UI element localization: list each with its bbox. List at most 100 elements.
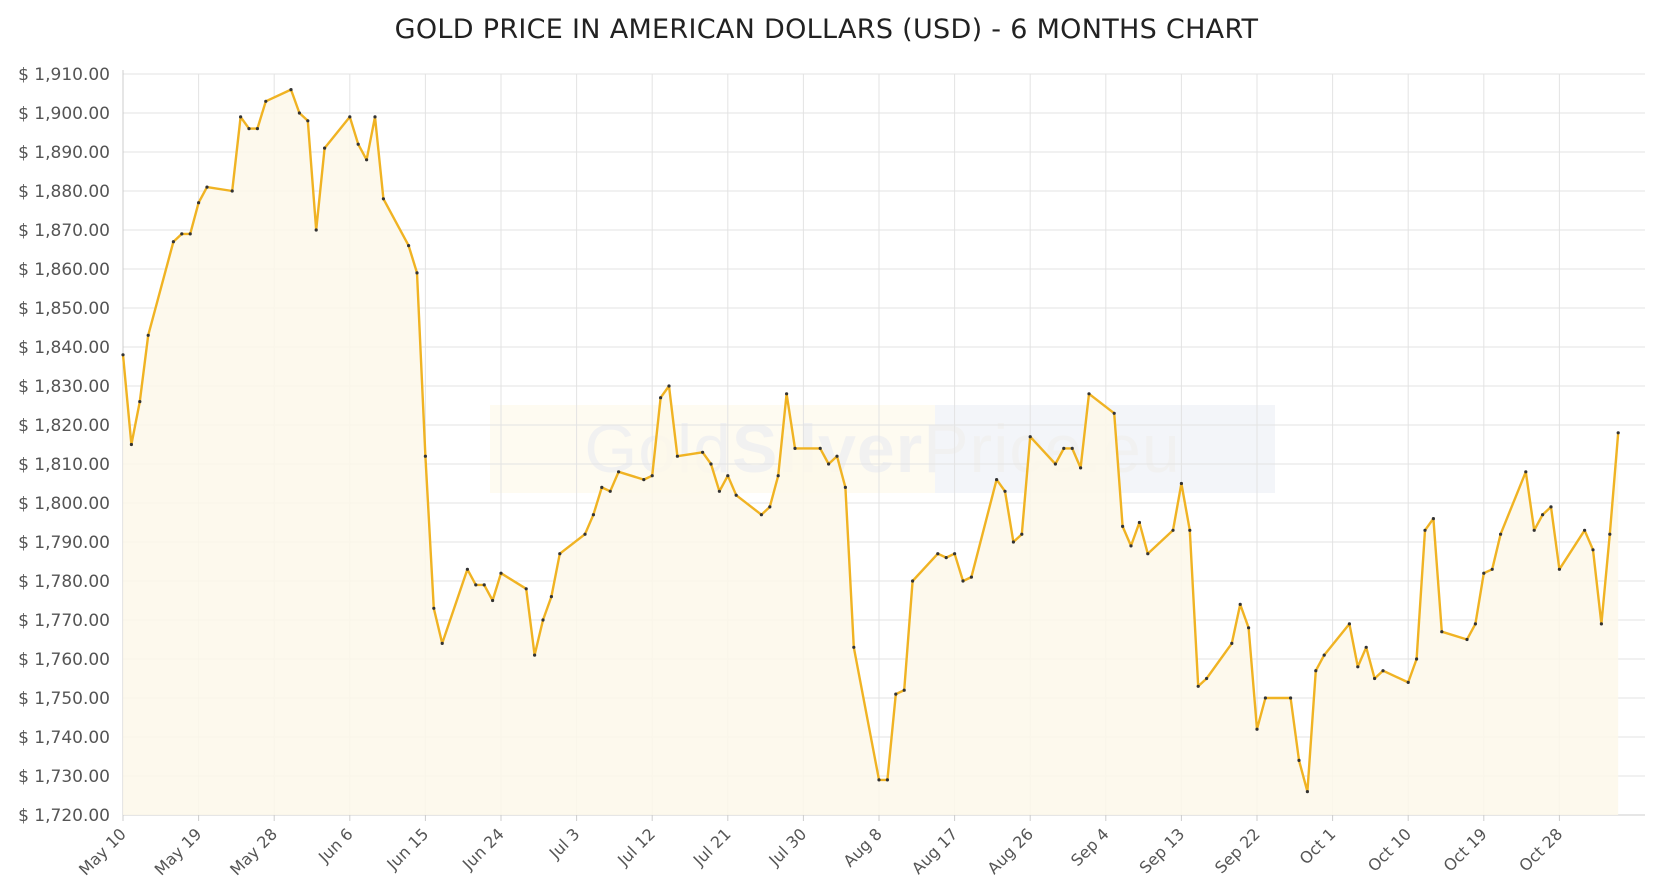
data-point bbox=[701, 450, 705, 454]
data-point bbox=[197, 201, 201, 205]
data-point bbox=[1347, 622, 1351, 626]
data-point bbox=[936, 552, 940, 556]
data-point bbox=[659, 396, 663, 400]
data-point bbox=[1599, 622, 1603, 626]
data-point bbox=[902, 688, 906, 692]
data-point bbox=[1087, 392, 1091, 396]
data-point bbox=[356, 142, 360, 146]
data-point bbox=[1289, 696, 1293, 700]
data-point bbox=[129, 442, 133, 447]
data-point bbox=[1011, 540, 1016, 544]
data-point bbox=[1524, 470, 1528, 474]
data-point bbox=[1196, 684, 1200, 688]
data-point bbox=[995, 478, 999, 482]
data-point bbox=[180, 232, 184, 236]
data-point bbox=[717, 489, 722, 493]
y-tick-label: $ 1,810.00 bbox=[18, 455, 110, 475]
data-point bbox=[1415, 657, 1419, 661]
chart-title: GOLD PRICE IN AMERICAN DOLLARS (USD) - 6… bbox=[394, 14, 1259, 45]
x-tick-label: May 28 bbox=[226, 824, 281, 879]
data-point bbox=[239, 115, 243, 119]
x-tick-label: Jun 24 bbox=[458, 824, 508, 874]
data-point bbox=[465, 567, 469, 571]
data-point bbox=[549, 595, 554, 599]
data-point bbox=[1406, 680, 1410, 685]
data-point bbox=[793, 446, 797, 450]
data-point bbox=[121, 353, 125, 357]
data-point bbox=[852, 645, 856, 649]
data-point bbox=[650, 474, 654, 478]
data-point bbox=[600, 485, 604, 489]
y-tick-label: $ 1,890.00 bbox=[18, 143, 110, 163]
x-tick-label: Jul 30 bbox=[764, 824, 810, 870]
data-point bbox=[969, 575, 974, 579]
x-tick-label: Jul 21 bbox=[689, 824, 735, 870]
data-point bbox=[533, 653, 537, 657]
data-point bbox=[591, 513, 596, 517]
data-point bbox=[709, 462, 713, 466]
data-point bbox=[1557, 567, 1561, 571]
data-point bbox=[1532, 528, 1536, 532]
y-tick-label: $ 1,820.00 bbox=[18, 416, 110, 436]
data-point bbox=[1230, 641, 1234, 646]
data-point bbox=[1616, 431, 1620, 435]
data-point bbox=[524, 587, 528, 591]
data-point bbox=[1137, 520, 1141, 525]
data-point bbox=[1297, 758, 1301, 763]
data-point bbox=[1364, 645, 1368, 649]
data-point bbox=[1028, 435, 1032, 439]
y-tick-label: $ 1,760.00 bbox=[18, 650, 110, 670]
x-tick-label: Oct 1 bbox=[1296, 824, 1340, 868]
x-tick-label: Aug 26 bbox=[984, 824, 1038, 878]
data-point bbox=[432, 606, 436, 610]
data-point bbox=[911, 579, 915, 583]
data-point bbox=[348, 115, 352, 119]
data-point bbox=[675, 454, 680, 458]
data-point bbox=[474, 583, 478, 587]
data-point bbox=[1314, 669, 1318, 673]
data-point bbox=[1079, 466, 1083, 470]
data-point bbox=[1112, 411, 1116, 415]
x-tick-label: Aug 8 bbox=[840, 824, 886, 870]
data-point bbox=[297, 111, 301, 115]
x-tick-label: Sep 4 bbox=[1067, 824, 1113, 870]
x-tick-label: May 10 bbox=[75, 824, 130, 879]
data-point bbox=[205, 185, 209, 189]
data-point bbox=[1020, 532, 1024, 536]
y-tick-label: $ 1,840.00 bbox=[18, 338, 110, 358]
data-point bbox=[1263, 696, 1267, 700]
data-point bbox=[247, 127, 251, 131]
data-point bbox=[608, 489, 612, 493]
data-point bbox=[1440, 630, 1444, 634]
y-tick-label: $ 1,850.00 bbox=[18, 299, 110, 319]
data-point bbox=[440, 641, 444, 646]
data-point bbox=[381, 197, 385, 201]
data-point bbox=[306, 119, 310, 123]
data-point bbox=[558, 552, 562, 556]
data-point bbox=[1205, 676, 1209, 681]
y-tick-label: $ 1,910.00 bbox=[18, 65, 110, 85]
data-point bbox=[1247, 626, 1251, 630]
data-point bbox=[785, 392, 789, 396]
data-point bbox=[1608, 532, 1612, 536]
data-point bbox=[1121, 524, 1125, 529]
data-point bbox=[617, 470, 621, 474]
data-point bbox=[759, 513, 764, 517]
data-point bbox=[1431, 517, 1435, 521]
data-point bbox=[1465, 637, 1469, 642]
data-point bbox=[323, 146, 327, 150]
data-point bbox=[264, 99, 268, 103]
data-point bbox=[961, 579, 965, 583]
data-point bbox=[373, 115, 377, 119]
data-point bbox=[1499, 532, 1503, 536]
data-point bbox=[1305, 790, 1309, 794]
data-point bbox=[1146, 552, 1150, 556]
data-point bbox=[1583, 528, 1587, 532]
data-point bbox=[188, 232, 192, 236]
data-point bbox=[407, 244, 411, 248]
data-point bbox=[1238, 602, 1242, 607]
data-point bbox=[255, 127, 259, 131]
data-point bbox=[482, 583, 486, 587]
data-point bbox=[734, 493, 738, 497]
